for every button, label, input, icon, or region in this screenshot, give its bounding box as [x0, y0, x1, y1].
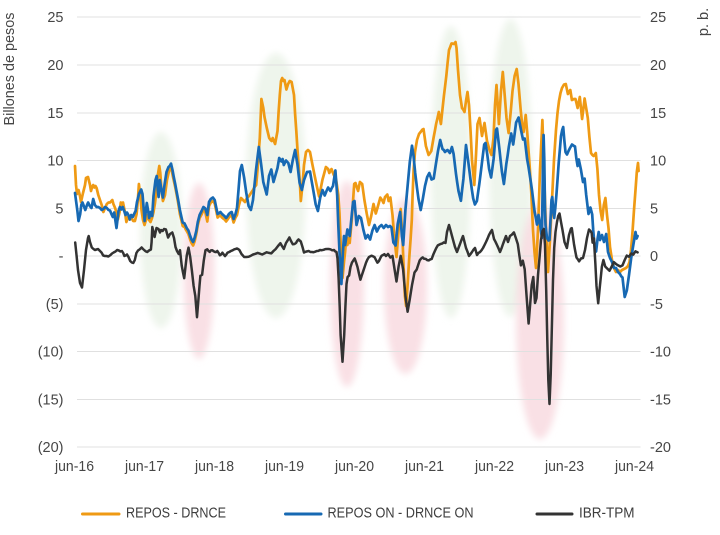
svg-text:5: 5 [55, 202, 63, 218]
svg-text:25: 25 [650, 10, 666, 26]
svg-text:REPOS ON - DRNCE ON: REPOS ON - DRNCE ON [328, 506, 474, 522]
svg-text:(15): (15) [38, 393, 64, 409]
svg-text:IBR-TPM: IBR-TPM [579, 506, 635, 522]
svg-text:20: 20 [47, 58, 63, 74]
svg-text:jun-19: jun-19 [264, 459, 304, 475]
svg-text:-20: -20 [650, 440, 671, 456]
svg-text:-5: -5 [650, 297, 663, 313]
svg-text:(5): (5) [46, 297, 64, 313]
svg-text:15: 15 [47, 106, 63, 122]
svg-text:-: - [59, 249, 64, 265]
svg-text:(20): (20) [38, 440, 64, 456]
svg-text:jun-20: jun-20 [334, 459, 374, 475]
svg-text:15: 15 [650, 106, 666, 122]
svg-text:jun-24: jun-24 [614, 459, 654, 475]
svg-text:jun-22: jun-22 [474, 459, 514, 475]
svg-text:jun-18: jun-18 [194, 459, 234, 475]
svg-text:-10: -10 [650, 345, 671, 361]
svg-text:10: 10 [650, 154, 666, 170]
svg-text:p. b.: p. b. [696, 8, 712, 36]
svg-text:jun-23: jun-23 [544, 459, 584, 475]
svg-text:10: 10 [47, 154, 63, 170]
svg-text:-15: -15 [650, 393, 671, 409]
svg-text:5: 5 [650, 202, 658, 218]
svg-text:Billones de pesos: Billones de pesos [2, 13, 18, 126]
svg-text:0: 0 [650, 249, 658, 265]
svg-text:jun-17: jun-17 [124, 459, 164, 475]
svg-text:REPOS - DRNCE: REPOS - DRNCE [126, 506, 226, 522]
svg-text:(10): (10) [38, 345, 64, 361]
svg-text:jun-16: jun-16 [54, 459, 94, 475]
svg-text:25: 25 [47, 10, 63, 26]
svg-text:jun-21: jun-21 [404, 459, 444, 475]
svg-text:20: 20 [650, 58, 666, 74]
